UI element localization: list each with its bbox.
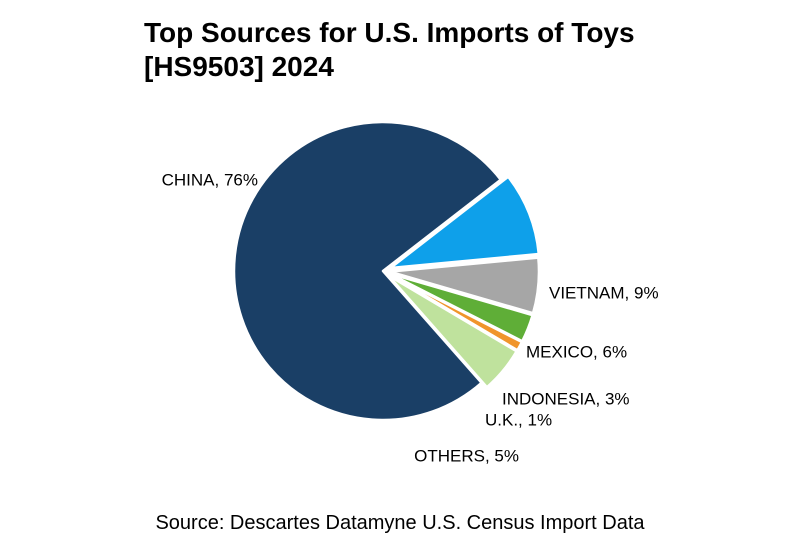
slice-label-others: OTHERS, 5% — [414, 446, 519, 465]
slice-label-indonesia: INDONESIA, 3% — [502, 389, 630, 408]
pie-slice-others — [387, 274, 518, 389]
source-note: Source: Descartes Datamyne U.S. Census I… — [155, 512, 645, 534]
pie-slice-mexico — [388, 256, 541, 315]
pie-slice-china — [232, 120, 502, 422]
pie-slice-vietnam — [389, 175, 541, 270]
slice-label-china: CHINA, 76% — [162, 170, 258, 189]
chart-title-line-1: Top Sources for U.S. Imports of Toys — [144, 17, 635, 48]
chart-title-line-2: [HS9503] 2024 — [144, 51, 334, 82]
slice-label-vietnam: VIETNAM, 9% — [549, 283, 659, 302]
slice-label-u-k: U.K., 1% — [485, 410, 552, 429]
chart-title: Top Sources for U.S. Imports of Toys [HS… — [144, 16, 704, 84]
pie-slice-u-k — [387, 273, 524, 352]
slice-label-mexico: MEXICO, 6% — [526, 342, 627, 361]
